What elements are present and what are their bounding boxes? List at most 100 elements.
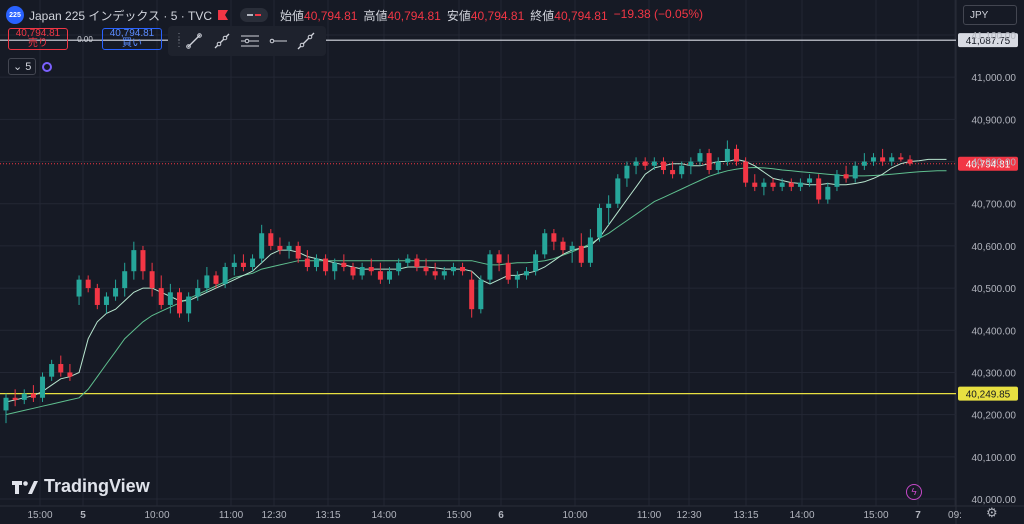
candle-body <box>450 267 456 272</box>
candle-body <box>387 271 393 280</box>
candle-body <box>788 182 794 187</box>
candle-body <box>277 245 283 251</box>
candle-body <box>807 178 813 183</box>
candle-body <box>113 288 119 297</box>
trend-line-icon[interactable] <box>182 29 206 53</box>
flag-icon[interactable] <box>218 10 229 20</box>
candle-body <box>514 275 520 280</box>
y-tick-label: 40,900.00 <box>972 115 1017 126</box>
candle-body <box>332 262 338 272</box>
interval-row: ⌄ 5 <box>8 58 53 75</box>
candle-body <box>505 262 511 280</box>
candle-body <box>615 178 621 204</box>
candle-body <box>889 157 895 162</box>
x-tick-label: 11:00 <box>637 510 662 521</box>
candle-body <box>697 153 703 162</box>
candle-body <box>140 250 146 272</box>
symbol-title[interactable]: Japan 225 インデックス · 5 · TVC <box>29 8 213 23</box>
y-tick-label: 41,000.00 <box>972 73 1017 84</box>
low-value: 40,794.81 <box>470 8 525 23</box>
candle-body <box>633 161 639 166</box>
candle-body <box>240 262 246 267</box>
candle-body <box>642 161 648 166</box>
candle-body <box>843 174 849 179</box>
x-tick-label: 14:00 <box>371 510 396 521</box>
candle-body <box>58 364 64 373</box>
candle-body <box>195 288 201 297</box>
candle-body <box>396 262 402 272</box>
candle-body <box>770 182 776 187</box>
sell-price: 40,794.81 <box>15 28 61 39</box>
x-tick-label: 13:15 <box>315 510 340 521</box>
sell-button[interactable]: 40,794.81 売り <box>8 28 68 50</box>
buy-button[interactable]: 40,794.81 買い <box>102 28 162 50</box>
close-label: 終値 <box>530 8 555 23</box>
candle-body <box>122 271 128 289</box>
candle-body <box>176 292 182 314</box>
candles <box>3 140 913 424</box>
candle-body <box>231 262 237 267</box>
currency-selector[interactable]: JPY <box>963 5 1017 25</box>
candle-body <box>222 267 228 284</box>
candle-body <box>149 271 155 289</box>
candle-body <box>679 165 685 175</box>
candle-body <box>560 241 566 251</box>
candle-body <box>651 161 657 166</box>
candle-body <box>186 296 192 314</box>
candle-body <box>670 169 676 175</box>
drawing-toolbar: ⋮ ⋮ <box>168 26 326 56</box>
horizontal-ray-icon[interactable] <box>266 29 290 53</box>
y-tick-label: 40,400.00 <box>972 326 1017 337</box>
candle-body <box>907 159 913 164</box>
settings-gear-icon[interactable]: ⚙ <box>986 505 998 520</box>
candle-body <box>743 161 749 183</box>
candle-body <box>103 296 109 305</box>
symbol-badge: 225 <box>6 6 24 24</box>
candle-body <box>761 182 767 187</box>
candle-body <box>3 397 9 411</box>
interval-selector[interactable]: ⌄ 5 <box>8 58 37 75</box>
candle-body <box>487 254 493 280</box>
drag-handle-icon[interactable]: ⋮ ⋮ <box>174 32 184 49</box>
candle-body <box>12 397 18 400</box>
candle-body <box>131 250 137 272</box>
y-tick-label: 40,000.00 <box>972 495 1017 506</box>
candle-body <box>606 203 612 208</box>
candle-body <box>423 267 429 272</box>
candle-body <box>268 233 274 246</box>
candle-body <box>597 207 603 238</box>
candle-body <box>432 271 438 276</box>
candle-body <box>368 267 374 272</box>
change-value: −19.38 (−0.05%) <box>613 6 704 21</box>
price-line-label-bg <box>958 33 1018 48</box>
candle-body <box>469 279 475 310</box>
indicator-settings-icon[interactable] <box>42 61 53 72</box>
alert-icon[interactable]: ϟ <box>906 484 922 500</box>
ray-icon[interactable] <box>210 29 234 53</box>
extended-line-icon[interactable] <box>294 29 318 53</box>
candle-body <box>779 182 785 187</box>
interval-value: 5 <box>25 60 32 73</box>
candle-body <box>551 233 557 242</box>
low-label: 安値 <box>446 8 471 23</box>
y-tick-label: 40,500.00 <box>972 284 1017 295</box>
time-axis: 15:00 5 10:00 11:00 12:30 13:15 14:00 15:00 6 10:… <box>27 510 961 521</box>
symbol-header[interactable]: 225 Japan 225 インデックス · 5 · TVC 始値40,794.… <box>6 4 703 26</box>
candle-body <box>587 237 593 263</box>
candle-body <box>304 258 310 267</box>
x-tick-label: 5 <box>80 510 86 521</box>
candle-body <box>734 148 740 162</box>
x-tick-label: 11:00 <box>219 510 244 521</box>
candle-body <box>533 254 539 272</box>
candle-body <box>460 267 466 272</box>
y-tick-label: 41,100.00 <box>972 31 1017 42</box>
candle-body <box>898 157 904 160</box>
candle-body <box>688 161 694 166</box>
visibility-toggle-icon[interactable] <box>240 8 269 22</box>
parallel-lines-icon[interactable] <box>238 29 262 53</box>
buy-price: 40,794.81 <box>109 28 155 39</box>
x-tick-label: 15:00 <box>863 510 888 521</box>
